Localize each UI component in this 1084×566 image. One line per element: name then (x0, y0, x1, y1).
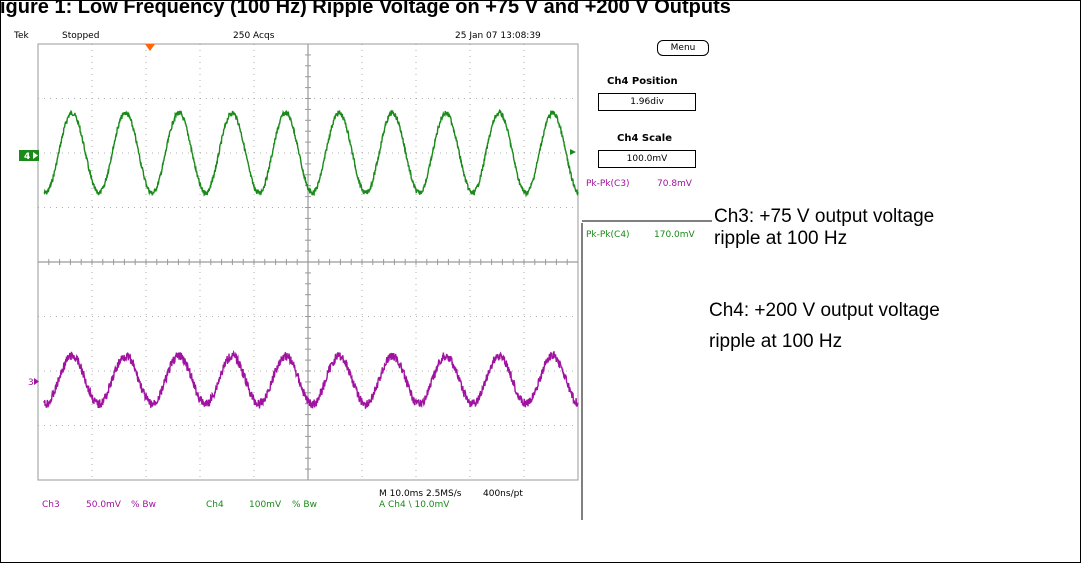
bottom-ch3-bw: % Bw (131, 500, 156, 510)
ch4-position-value[interactable]: 1.96div (598, 93, 696, 111)
bottom-ch4-scale: 100mV (249, 500, 282, 510)
timebase-label: M 10.0ms 2.5MS/s (379, 489, 462, 499)
timestamp-label: 25 Jan 07 13:08:39 (455, 31, 541, 41)
bottom-ch4-label: Ch4 (206, 500, 224, 510)
acqs-label: 250 Acqs (233, 31, 275, 41)
waveform-layer (43, 108, 579, 410)
ch3-marker-arrow-icon (34, 378, 39, 385)
state-label: Stopped (62, 31, 100, 41)
ch4-marker-arrow-icon (33, 152, 38, 159)
ch4-marker-label: 4 (24, 152, 30, 162)
meas1-label: Pk-Pk(C3) (586, 179, 630, 189)
ch3-annotation-line2: ripple at 100 Hz (714, 228, 848, 249)
record-label: 400ns/pt (483, 489, 523, 499)
brand-label: Tek (14, 31, 29, 41)
trigger-label: A Ch4 \ 10.0mV (379, 500, 450, 510)
ch4-scale-label: Ch4 Scale (617, 133, 672, 144)
meas2-value: 170.0mV (654, 230, 695, 240)
meas2-label: Pk-Pk(C4) (586, 230, 630, 240)
ch3-annotation-line1: Ch3: +75 V output voltage (714, 206, 935, 227)
ch4-right-edge-icon (570, 149, 576, 155)
waveform-ch3 (43, 349, 579, 410)
menu-button[interactable]: Menu (657, 40, 709, 56)
waveform-ch4 (43, 108, 579, 198)
meas1-value: 70.8mV (657, 179, 692, 189)
trigger-marker-icon (145, 44, 155, 51)
bottom-ch3-scale: 50.0mV (86, 500, 121, 510)
graticule (37, 43, 579, 481)
ch4-marker-box (19, 150, 39, 161)
ch4-annotation-line2: ripple at 100 Hz (709, 331, 843, 352)
bottom-ch4-bw: % Bw (292, 500, 317, 510)
ch4-scale-value[interactable]: 100.0mV (598, 150, 696, 168)
bottom-ch3-label: Ch3 (42, 500, 60, 510)
ch4-position-label: Ch4 Position (607, 76, 678, 87)
ch4-annotation-line1: Ch4: +200 V output voltage (709, 300, 940, 321)
figure-title: igure 1: Low Frequency (100 Hz) Ripple V… (0, 0, 731, 18)
ch3-marker-label: 3 (28, 378, 34, 388)
